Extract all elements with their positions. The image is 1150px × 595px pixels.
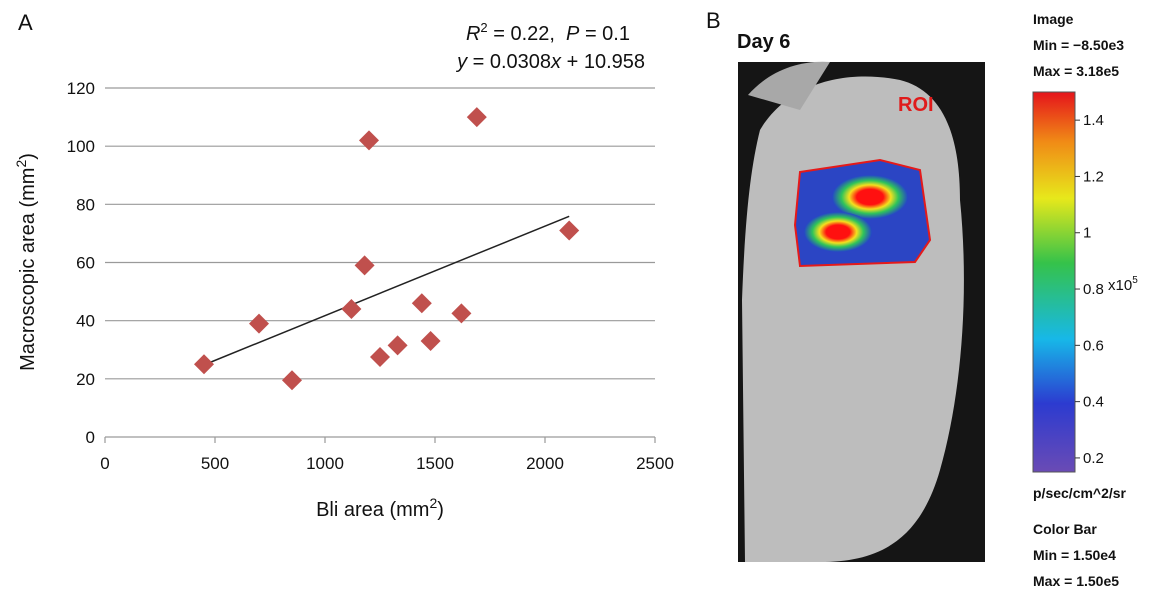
annotation-part: y bbox=[455, 51, 468, 73]
x-tick-label: 0 bbox=[100, 454, 109, 473]
annotation-part: 2 bbox=[480, 20, 487, 35]
label-part: ) bbox=[437, 499, 444, 521]
colorbar-unit: p/sec/cm^2/sr bbox=[1033, 485, 1127, 501]
trend-line bbox=[203, 215, 570, 366]
colorbar-tick-label: 1.2 bbox=[1083, 168, 1104, 185]
annotation-part: P bbox=[566, 23, 580, 45]
annotation-part: = 0.0308 bbox=[467, 51, 551, 73]
label-part: x10 bbox=[1108, 277, 1132, 294]
annotation-part: + 10.958 bbox=[561, 51, 645, 73]
scatter-point bbox=[466, 107, 487, 128]
y-tick-label: 60 bbox=[76, 254, 95, 273]
colorbar-info: Max = 1.50e5 bbox=[1033, 573, 1119, 589]
colorbar-tick-label: 0.6 bbox=[1083, 337, 1104, 354]
scatter-point bbox=[341, 299, 362, 320]
image-info: Image bbox=[1033, 11, 1074, 27]
y-tick-label: 120 bbox=[67, 79, 95, 98]
annotation-part: = 0.1 bbox=[579, 23, 630, 45]
label-part: ) bbox=[17, 153, 39, 160]
scatter-point bbox=[559, 220, 580, 241]
scatter-point bbox=[451, 303, 472, 324]
panel-label: A bbox=[18, 10, 33, 35]
colorbar-tick-label: 0.2 bbox=[1083, 450, 1104, 467]
image-info: Max = 3.18e5 bbox=[1033, 63, 1119, 79]
scatter-point bbox=[411, 293, 432, 314]
label-part: 2 bbox=[13, 160, 29, 168]
x-tick-label: 1000 bbox=[306, 454, 344, 473]
y-tick-label: 80 bbox=[76, 195, 95, 214]
roi-label: ROI bbox=[898, 94, 934, 116]
annotation-part: = 0.22, bbox=[488, 23, 566, 45]
equation-annotation: y = 0.0308x + 10.958 bbox=[455, 51, 645, 73]
panel-label: B bbox=[706, 8, 721, 33]
scatter-point bbox=[387, 335, 408, 356]
x-axis-label: Bli area (mm2) bbox=[316, 495, 444, 521]
scatter-point bbox=[354, 255, 375, 276]
scatter-point bbox=[370, 347, 390, 368]
colorbar-tick-label: 0.4 bbox=[1083, 394, 1104, 411]
y-tick-label: 100 bbox=[67, 137, 95, 156]
annotation-part: R bbox=[466, 23, 480, 45]
y-tick-label: 40 bbox=[76, 312, 95, 331]
label-part: 2 bbox=[429, 495, 437, 511]
x-tick-label: 2000 bbox=[526, 454, 564, 473]
y-tick-label: 20 bbox=[76, 370, 95, 389]
colorbar bbox=[1032, 91, 1076, 473]
x-tick-label: 500 bbox=[201, 454, 229, 473]
image-title: Day 6 bbox=[737, 31, 790, 53]
scatter-point bbox=[282, 370, 302, 391]
scatter-point bbox=[249, 313, 269, 334]
image-info: Min = −8.50e3 bbox=[1033, 37, 1124, 53]
label-part: 5 bbox=[1132, 275, 1138, 286]
x-tick-label: 2500 bbox=[636, 454, 674, 473]
scatter-point bbox=[359, 130, 379, 151]
r2-annotation: R2 = 0.22, P = 0.1 bbox=[466, 20, 630, 45]
label-part: Bli area (mm bbox=[316, 499, 429, 521]
y-axis-label: Macroscopic area (mm2) bbox=[13, 153, 39, 371]
y-tick-label: 0 bbox=[86, 428, 95, 447]
colorbar-tick-label: 1.4 bbox=[1083, 112, 1104, 129]
colorbar-multiplier: x105 bbox=[1108, 275, 1138, 294]
x-tick-label: 1500 bbox=[416, 454, 454, 473]
colorbar-tick-label: 1 bbox=[1083, 225, 1091, 242]
label-part: Macroscopic area (mm bbox=[17, 168, 39, 371]
colorbar-info: Min = 1.50e4 bbox=[1033, 547, 1116, 563]
annotation-part: x bbox=[550, 51, 562, 73]
colorbar-tick-label: 0.8 bbox=[1083, 281, 1104, 298]
scatter-point bbox=[420, 331, 441, 352]
colorbar-info: Color Bar bbox=[1033, 521, 1097, 537]
scatter-point bbox=[194, 354, 214, 375]
bioluminescence-image bbox=[738, 61, 985, 562]
